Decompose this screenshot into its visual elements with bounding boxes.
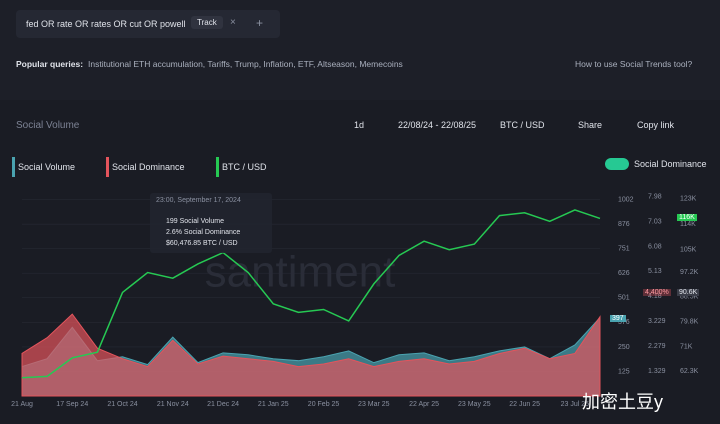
overlay-watermark: 加密土豆y (582, 392, 663, 412)
toggle-label: Social Dominance (634, 159, 707, 169)
area (21, 313, 601, 397)
y-tick-label: 71K (680, 343, 693, 350)
y-tick-label: 4.18 (648, 293, 662, 300)
legend-swatch (12, 157, 15, 177)
x-tick-label: 17 Sep 24 (56, 401, 88, 408)
pair[interactable]: BTC / USD (500, 120, 545, 130)
y-tick-label: 123K (680, 195, 697, 202)
x-tick-label: 21 Oct 24 (107, 401, 137, 408)
toggle[interactable] (605, 158, 629, 170)
x-tick-label: 23 Mar 25 (358, 401, 390, 408)
y-tick-label: 376 (618, 319, 630, 326)
y-tick-label: 79.8K (680, 318, 699, 325)
watermark: santiment (205, 248, 396, 297)
x-tick-label: 23 Jul 25 (561, 401, 590, 408)
x-tick-label: 21 Dec 24 (207, 401, 239, 408)
tooltip-row: 199 Social Volume (166, 218, 224, 225)
x-tick-label: 20 Feb 25 (308, 401, 340, 408)
y-tick-label: 250 (618, 344, 630, 351)
y-tick-label: 125 (618, 368, 630, 375)
interval[interactable]: 1d (354, 120, 365, 130)
x-tick-label: 22 Apr 25 (409, 401, 439, 408)
y-tick-label: 97.2K (680, 269, 699, 276)
y-tick-label: 501 (618, 295, 630, 302)
y-tick-label: 1.329 (648, 368, 666, 375)
tooltip-time: 23:00, September 17, 2024 (156, 197, 241, 204)
y-tick-label: 751 (618, 246, 630, 253)
panel-title: Social Volume (16, 120, 80, 131)
y-tick-label: 7.03 (648, 218, 662, 225)
search-box[interactable] (16, 10, 280, 38)
tooltip (150, 193, 272, 253)
track-button[interactable]: Track (191, 16, 223, 29)
y-tick-label: 7.98 (648, 193, 662, 200)
add[interactable]: + (256, 16, 264, 30)
x-tick-label: 21 Jan 25 (258, 401, 289, 408)
y-tick-label: 6.08 (648, 243, 662, 250)
date-range[interactable]: 22/08/24 - 22/08/25 (398, 120, 477, 130)
legend-swatch (106, 157, 109, 177)
price-line (21, 209, 601, 379)
help-link[interactable]: How to use Social Trends tool? (575, 59, 693, 69)
x-tick-label: 21 Aug (11, 401, 33, 408)
y-tick-label: 105K (680, 247, 697, 254)
legend-label[interactable]: Social Dominance (112, 162, 185, 172)
legend-label[interactable]: Social Volume (18, 162, 76, 172)
y-tick-label: 626 (618, 270, 630, 277)
volume-badge: 397 (610, 315, 626, 322)
popular-items[interactable]: Institutional ETH accumulation, Tariffs,… (88, 59, 403, 69)
y-tick-label: 876 (618, 221, 630, 228)
x-tick-label: 22 Jun 25 (509, 401, 540, 408)
popular-label: Popular queries: (16, 59, 84, 69)
share[interactable]: Share (578, 120, 603, 130)
y-tick-label: 62.3K (680, 368, 699, 375)
y-tick-label: 114K (680, 221, 696, 228)
legend-label[interactable]: BTC / USD (222, 162, 267, 172)
tooltip-row: $60,476.85 BTC / USD (166, 240, 238, 247)
x-tick-label: 21 Nov 24 (157, 401, 189, 408)
tooltip-row: 2.6% Social Dominance (166, 229, 241, 236)
price-badge: 116K (677, 214, 697, 221)
y-tick-label: 2.279 (648, 343, 666, 350)
legend-swatch (216, 157, 219, 177)
dominance-badge: 4.400% (643, 289, 671, 296)
y-tick-label: 5.13 (648, 268, 662, 275)
y-tick-label: 88.5K (680, 294, 699, 301)
query: fed OR rate OR rates OR cut OR powell (26, 19, 186, 29)
y-tick-label: 3.229 (648, 318, 666, 325)
x-tick-label: 23 May 25 (458, 401, 491, 408)
close[interactable]: × (230, 17, 236, 28)
copy-link[interactable]: Copy link (637, 120, 675, 130)
y-tick-label: 1002 (618, 196, 634, 203)
price-badge-low: 90.6K (677, 289, 700, 296)
